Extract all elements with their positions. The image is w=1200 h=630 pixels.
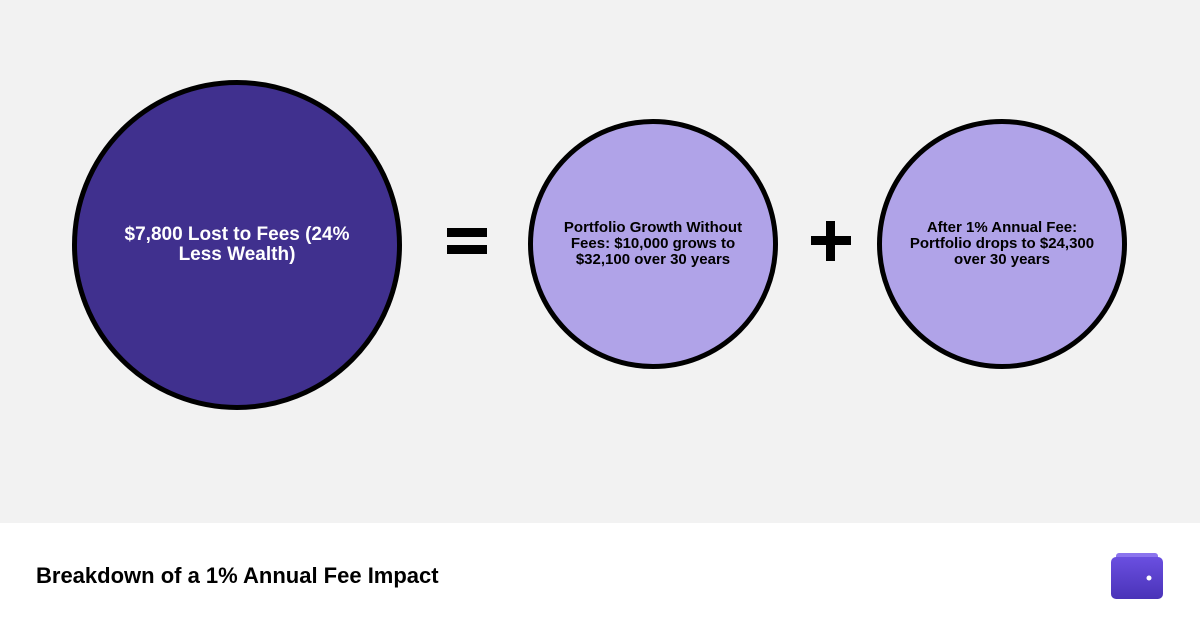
diagram-area: $7,800 Lost to Fees (24% Less Wealth) Po… [0, 0, 1200, 523]
footer: Breakdown of a 1% Annual Fee Impact [0, 523, 1200, 630]
operators [447, 221, 851, 261]
component-circle: Portfolio Growth Without Fees: $10,000 g… [528, 119, 778, 369]
footer-title: Breakdown of a 1% Annual Fee Impact [36, 563, 439, 588]
equals-bar [447, 228, 487, 237]
equals-bar [447, 245, 487, 254]
node-label: $7,800 Lost to Fees (24% Less Wealth) [124, 224, 350, 265]
result-circle: $7,800 Lost to Fees (24% Less Wealth) [72, 80, 402, 410]
wallet-icon [1111, 553, 1163, 599]
node-label: After 1% Annual Fee: Portfolio drops to … [909, 219, 1095, 268]
component-circle: After 1% Annual Fee: Portfolio drops to … [877, 119, 1127, 369]
plus-bar [826, 221, 835, 261]
node-label: Portfolio Growth Without Fees: $10,000 g… [563, 219, 743, 268]
